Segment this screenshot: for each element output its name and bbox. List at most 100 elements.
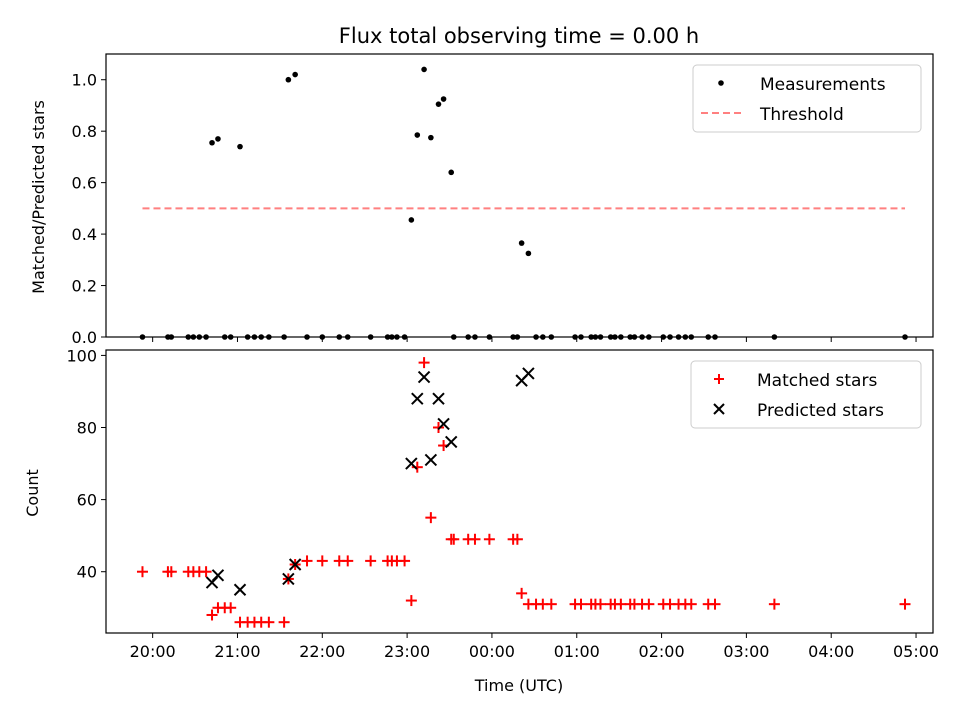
matched-star-point (342, 555, 354, 567)
matched-star-point (545, 598, 557, 610)
legend-matched-marker (714, 374, 724, 384)
legend-measurements-label: Measurements (760, 75, 886, 95)
x-tick-label: 05:00 (893, 642, 939, 661)
top-y-axis-label: Matched/Predicted stars (29, 100, 48, 294)
predicted-star-point (424, 453, 438, 467)
top-chart-title: Flux total observing time = 0.00 h (339, 24, 699, 48)
measurement-point (414, 132, 421, 138)
bottom-y-ticks: 40 60 80 100 (66, 346, 106, 582)
matched-star-point (399, 555, 411, 567)
top-legend-box (692, 64, 922, 133)
bottom-x-ticks: 20:00 21:00 22:00 23:00 00:00 01:00 02:00 03:00… (130, 633, 939, 661)
matched-star-point (899, 598, 911, 610)
matched-star-point (278, 616, 290, 628)
matched-star-point (595, 598, 607, 610)
bottom-x-axis-label: Time (UTC) (474, 676, 563, 695)
bottom-plot-frame (105, 349, 934, 634)
measurement-point (448, 169, 455, 176)
matched-star-point (615, 598, 627, 610)
x-tick-label: 04:00 (808, 642, 854, 661)
predicted-star-point (288, 558, 302, 571)
top-plot-frame (105, 53, 934, 338)
y-tick-label: 0.0 (72, 328, 97, 347)
matched-star-point (316, 555, 328, 567)
matched-star-point (263, 616, 275, 628)
measurement-point (408, 217, 415, 223)
matched-star-point (511, 533, 523, 545)
y-tick-label: 40 (77, 563, 97, 582)
matched-star-point (709, 598, 721, 610)
matched-star-point (425, 512, 437, 524)
predicted-star-point (522, 367, 535, 380)
top-panel: Flux total observing time = 0.00 h Match… (29, 24, 934, 347)
x-tick-label: 00:00 (469, 642, 515, 661)
measurement-point (237, 143, 243, 150)
x-tick-label: 20:00 (130, 642, 176, 661)
matched-star-point (411, 461, 423, 473)
measurement-point (518, 240, 525, 246)
bottom-panel: Count Time (UTC) 40 60 80 100 20:00 21:00 22:… (23, 346, 939, 695)
x-tick-label: 03:00 (723, 642, 769, 661)
matched-star-point (768, 598, 780, 610)
predicted-star-point (432, 392, 445, 405)
measurement-point (285, 76, 292, 83)
matched-star-point (200, 566, 212, 578)
matched-stars-points (136, 357, 911, 628)
bottom-y-axis-label: Count (23, 469, 42, 517)
measurement-point (215, 136, 221, 142)
y-tick-label: 0.6 (72, 174, 97, 193)
legend-measurements-marker (718, 80, 724, 86)
top-measurement-points (139, 66, 908, 340)
matched-star-point (301, 555, 313, 567)
matched-star-point (685, 598, 697, 610)
y-tick-label: 0.2 (72, 277, 97, 296)
measurement-point (440, 96, 447, 102)
matched-star-point (136, 566, 148, 578)
y-tick-label: 0.8 (72, 122, 97, 141)
y-tick-label: 1.0 (72, 71, 97, 90)
predicted-star-point (411, 392, 424, 405)
predicted-star-point (417, 370, 431, 384)
matched-star-point (483, 533, 495, 545)
matched-star-point (365, 555, 377, 567)
x-tick-label: 21:00 (214, 642, 260, 661)
predicted-stars-points (205, 367, 535, 596)
x-tick-label: 02:00 (639, 642, 685, 661)
legend-matched-label: Matched stars (757, 371, 877, 391)
top-x-ticks (152, 337, 917, 342)
x-tick-label: 23:00 (384, 642, 430, 661)
top-y-ticks: 0.0 0.2 0.4 0.6 0.8 1.0 (72, 71, 106, 347)
matched-star-point (418, 357, 430, 369)
y-tick-label: 100 (66, 346, 97, 365)
matched-star-point (643, 598, 655, 610)
measurement-point (209, 139, 215, 146)
measurement-point (292, 71, 298, 78)
matched-star-point (206, 609, 218, 621)
matched-star-point (165, 566, 177, 578)
bottom-legend-box (690, 360, 922, 429)
predicted-star-point (282, 572, 295, 586)
matched-star-point (405, 595, 417, 607)
y-tick-label: 0.4 (72, 225, 97, 244)
matched-star-point (225, 602, 237, 614)
matched-star-point (469, 533, 481, 545)
predicted-star-point (445, 435, 458, 449)
matched-star-point (448, 533, 460, 545)
matched-star-point (432, 422, 444, 434)
legend-predicted-marker (713, 403, 725, 415)
measurement-point (525, 250, 532, 257)
predicted-star-point (233, 583, 247, 596)
matched-star-point (575, 598, 587, 610)
legend-threshold-label: Threshold (759, 105, 844, 125)
x-tick-label: 22:00 (299, 642, 345, 661)
bottom-legend: Matched stars Predicted stars (690, 360, 922, 429)
matched-star-point (516, 587, 528, 599)
top-legend: Measurements Threshold (692, 64, 922, 133)
measurement-point (435, 101, 442, 107)
y-tick-label: 80 (77, 419, 97, 438)
measurement-point (421, 66, 427, 73)
y-tick-label: 60 (77, 491, 97, 510)
predicted-star-point (437, 417, 450, 431)
x-tick-label: 01:00 (554, 642, 600, 661)
